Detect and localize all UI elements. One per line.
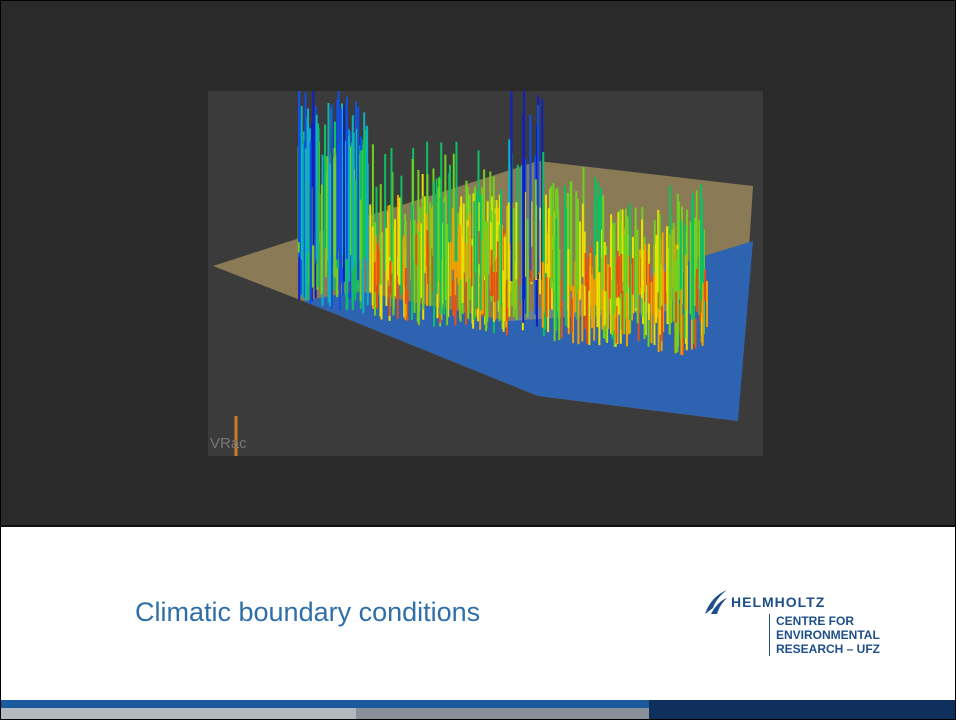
footer-bar xyxy=(649,700,955,719)
slide-title: Climatic boundary conditions xyxy=(135,597,480,628)
logo-line: CENTRE FOR xyxy=(776,614,880,628)
watermark: VRac xyxy=(210,435,247,452)
logo-icon xyxy=(701,588,729,616)
footer-bar xyxy=(1,708,356,719)
footer-bar xyxy=(356,708,649,719)
visualization: VRac xyxy=(208,91,763,456)
logo-line: ENVIRONMENTAL xyxy=(776,628,880,642)
logo-line: RESEARCH – UFZ xyxy=(776,642,880,656)
image-area: VRac xyxy=(1,1,955,527)
logo-text: CENTRE FOR ENVIRONMENTAL RESEARCH – UFZ xyxy=(769,614,880,656)
logo-name: HELMHOLTZ xyxy=(731,594,825,610)
footer-bar xyxy=(1,700,649,708)
slide: VRac Climatic boundary conditions HELMHO… xyxy=(0,0,956,720)
